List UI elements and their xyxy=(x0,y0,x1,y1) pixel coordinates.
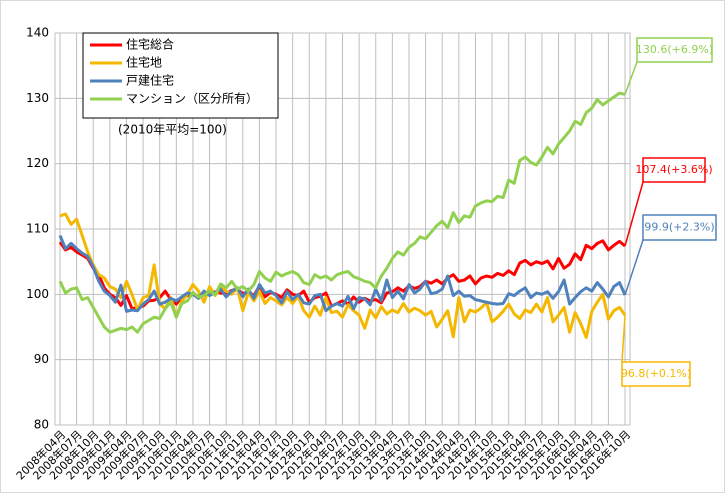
legend-label: 住宅地 xyxy=(126,55,162,70)
annotation-leader xyxy=(624,181,644,247)
legend-label: 住宅総合 xyxy=(126,37,174,52)
annotation-leader xyxy=(624,239,644,296)
legend-box xyxy=(82,32,279,119)
annotation-leader xyxy=(624,61,638,95)
y-tick-label: 110 xyxy=(26,222,49,236)
annotation-text: 107.4(+3.6%) xyxy=(635,163,712,176)
annotation-box xyxy=(636,37,713,63)
series-line xyxy=(58,91,626,334)
annotation-text: 96.8(+0.1%) xyxy=(621,367,691,380)
y-tick-label: 90 xyxy=(34,352,49,366)
note: (2010年平均=100) xyxy=(118,123,227,137)
annotation-text: 130.6(+6.9%) xyxy=(636,43,713,56)
series-line xyxy=(59,212,627,339)
y-tick-label: 80 xyxy=(34,418,49,432)
series-line xyxy=(58,234,627,313)
y-tick-label: 120 xyxy=(26,156,49,170)
annotation-box xyxy=(642,157,706,183)
y-tick-label: 100 xyxy=(26,287,49,301)
annotation-box xyxy=(621,361,691,387)
legend-label: マンション（区分所有） xyxy=(126,92,258,106)
y-tick-label: 140 xyxy=(26,26,49,40)
annotation-box xyxy=(642,214,717,241)
series-line xyxy=(58,239,626,311)
annotation-leader xyxy=(621,315,626,363)
legend-label: 戸建住宅 xyxy=(126,73,174,88)
annotation-text: 99.9(+2.3%) xyxy=(644,221,714,234)
y-tick-label: 130 xyxy=(26,91,49,105)
